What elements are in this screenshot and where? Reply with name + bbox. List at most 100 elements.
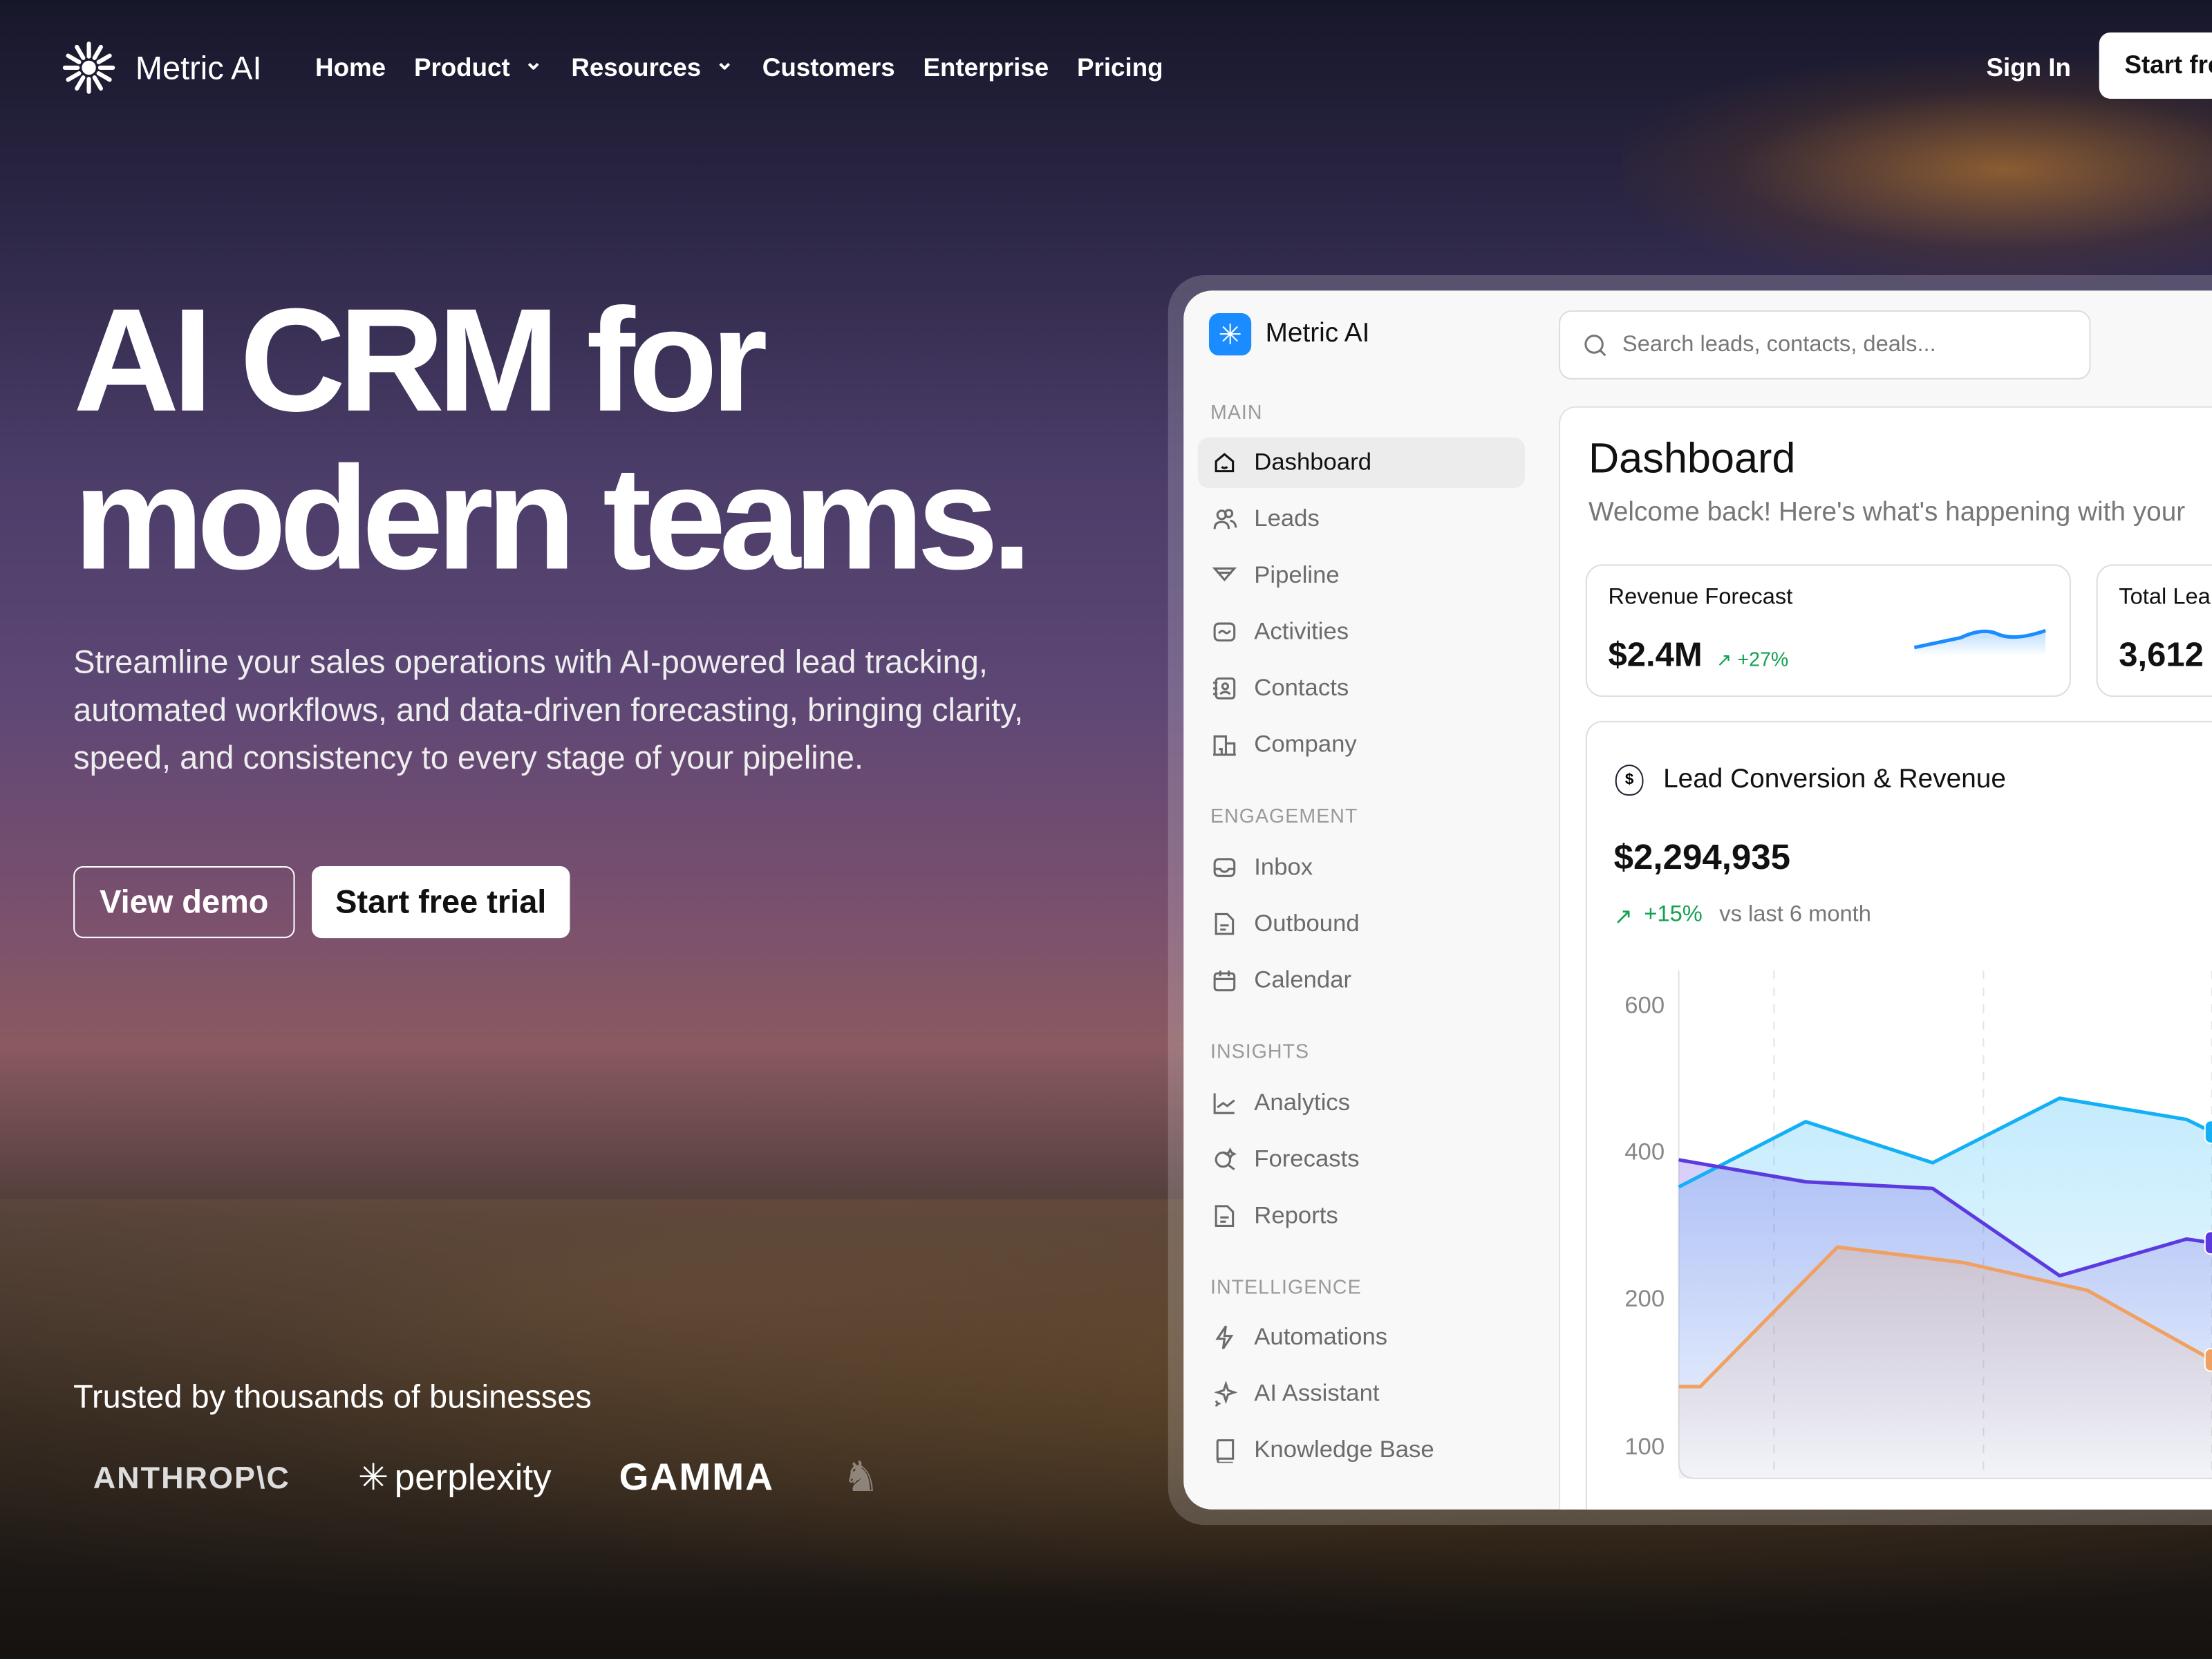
sidebar-item-outbound[interactable]: Outbound	[1198, 899, 1525, 949]
trend-up-icon: ↗	[1613, 906, 1633, 930]
sidebar-item-leads[interactable]: Leads	[1198, 494, 1525, 544]
kpi-total-leads[interactable]: Total Lea 3,612	[2096, 564, 2212, 697]
nav-link-resources[interactable]: Resources ⌄	[571, 50, 734, 83]
nav-link-customers[interactable]: Customers	[762, 53, 895, 83]
nav-link-label: Customers	[762, 53, 895, 82]
series-end-marker[interactable]	[2204, 1120, 2212, 1144]
chevron-down-icon: ⌄	[715, 50, 734, 75]
search-icon	[1584, 334, 1606, 356]
sidebar-item-label: Outbound	[1254, 910, 1360, 937]
chart-card-value: $2,294,935	[1613, 838, 1791, 878]
sidebar-item-label: Analytics	[1254, 1089, 1351, 1116]
sidebar-item-label: Reports	[1254, 1201, 1338, 1229]
money-bag-icon: $	[1615, 765, 1644, 796]
sidebar-section-insights: INSIGHTS	[1210, 1040, 1310, 1062]
search-placeholder: Search leads, contacts, deals...	[1622, 332, 1936, 357]
report-icon	[1215, 1205, 1235, 1227]
chart-compare: vs last 6 month	[1719, 903, 1871, 927]
dashboard-title: Dashboard	[1588, 435, 1796, 482]
sidebar-item-label: Knowledge Base	[1254, 1436, 1434, 1463]
perplexity-logo: ✳ perplexity	[358, 1456, 552, 1499]
inbox-icon	[1213, 858, 1236, 877]
y-tick-label: 200	[1624, 1285, 1665, 1312]
brand-logo[interactable]: Metric AI	[62, 41, 262, 95]
partner-logo-icon: ♞	[842, 1454, 880, 1501]
kpi-value: $2.4M	[1608, 636, 1703, 675]
kpi-value: 3,612	[2119, 636, 2204, 675]
kpi-label: Total Lea	[2119, 585, 2211, 610]
chevron-down-icon: ⌄	[524, 50, 543, 75]
sidebar-item-contacts[interactable]: Contacts	[1198, 663, 1525, 713]
sidebar-section-main: MAIN	[1210, 400, 1263, 424]
hero-title-line1: AI CRM for	[73, 279, 768, 443]
search-input[interactable]: Search leads, contacts, deals...	[1559, 310, 2091, 379]
sidebar-item-pipeline[interactable]: Pipeline	[1198, 550, 1525, 601]
sidebar-section-engagement: ENGAGEMENT	[1210, 804, 1358, 827]
sidebar-section-intelligence: INTELLIGENCE	[1210, 1275, 1362, 1298]
building-icon	[1213, 735, 1236, 756]
sidebar-item-analytics[interactable]: Analytics	[1198, 1078, 1525, 1128]
sidebar-item-label: Inbox	[1254, 853, 1313, 881]
home-icon	[1215, 453, 1235, 473]
sidebar-item-calendar[interactable]: Calendar	[1198, 955, 1525, 1006]
start-free-trial-nav-button[interactable]: Start free trial	[2099, 32, 2212, 99]
sparkle-icon	[1214, 1380, 1237, 1407]
welcome-text: Welcome back! Here's what's happening wi…	[1588, 498, 2186, 528]
sidebar-item-label: Contacts	[1254, 674, 1349, 702]
y-tick-label: 600	[1624, 991, 1665, 1019]
series-line-0	[1678, 1096, 2212, 1189]
start-free-trial-button[interactable]: Start free trial	[312, 866, 570, 939]
hero-title: AI CRM for modern teams.	[73, 279, 1032, 601]
nav-link-enterprise[interactable]: Enterprise	[924, 53, 1049, 83]
sidebar-item-company[interactable]: Company	[1198, 720, 1525, 770]
app-brand: ✳ Metric AI	[1208, 313, 1370, 356]
sidebar-item-automations[interactable]: Automations	[1198, 1312, 1525, 1362]
lead-conversion-chart	[1678, 971, 2212, 1479]
sidebar-item-label: AI Assistant	[1254, 1379, 1380, 1407]
kpi-revenue-forecast[interactable]: Revenue Forecast $2.4M ↗ +27%	[1585, 564, 2071, 697]
view-demo-button[interactable]: View demo	[73, 866, 295, 939]
sidebar-item-reports[interactable]: Reports	[1198, 1190, 1525, 1241]
sidebar-item-activities[interactable]: Activities	[1198, 607, 1525, 657]
sidebar-item-ai-assistant[interactable]: AI Assistant	[1198, 1369, 1525, 1419]
sidebar-item-label: Calendar	[1254, 966, 1352, 993]
kpi-change: +27%	[1737, 647, 1789, 671]
forecast-icon	[1215, 1147, 1237, 1171]
series-line-1	[1678, 1158, 2212, 1278]
sidebar-item-label: Forecasts	[1254, 1145, 1360, 1172]
app-brand-name: Metric AI	[1265, 319, 1370, 349]
nav-link-label: Home	[315, 53, 386, 82]
users-icon	[1213, 509, 1237, 529]
sidebar-item-label: Activities	[1254, 617, 1349, 645]
series-end-marker[interactable]	[2204, 1230, 2212, 1255]
y-tick-label: 100	[1624, 1433, 1665, 1461]
metric-logo-icon	[62, 41, 115, 94]
nav-link-product[interactable]: Product ⌄	[413, 50, 543, 83]
perplexity-wordmark: perplexity	[394, 1456, 552, 1499]
nav-link-label: Resources	[571, 53, 702, 82]
sidebar-item-dashboard[interactable]: Dashboard	[1197, 437, 1526, 489]
trend-up-icon: ↗	[1716, 648, 1732, 671]
sidebar-item-label: Automations	[1254, 1323, 1388, 1351]
nav-link-home[interactable]: Home	[315, 53, 386, 83]
hero-title-line2: modern teams.	[73, 437, 1032, 601]
kpi-label: Revenue Forecast	[1608, 585, 1793, 610]
bolt-icon	[1215, 1325, 1234, 1349]
hero-subtitle: Streamline your sales operations with AI…	[73, 643, 1024, 776]
nav-link-label: Product	[413, 53, 510, 82]
gamma-logo: GAMMA	[619, 1456, 775, 1499]
revenue-sparkline	[1913, 628, 2046, 656]
sign-in-link[interactable]: Sign In	[1986, 53, 2071, 82]
nav-link-label: Enterprise	[923, 53, 1049, 82]
nav-link-pricing[interactable]: Pricing	[1077, 53, 1163, 83]
sidebar-item-forecasts[interactable]: Forecasts	[1198, 1134, 1525, 1185]
sidebar-item-knowledge-base[interactable]: Knowledge Base	[1198, 1425, 1525, 1475]
activity-icon	[1213, 622, 1236, 642]
series-end-marker[interactable]	[2204, 1347, 2212, 1372]
series-line-2	[1678, 1245, 2212, 1389]
sidebar-item-label: Leads	[1254, 505, 1320, 532]
document-icon	[1215, 912, 1235, 935]
sidebar-item-inbox[interactable]: Inbox	[1198, 842, 1525, 892]
trust-label: Trusted by thousands of businesses	[73, 1378, 592, 1415]
